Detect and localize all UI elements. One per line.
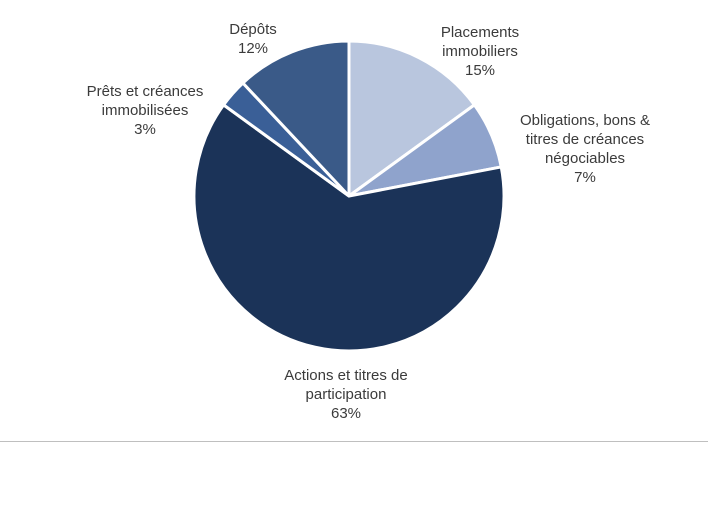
slice-value-label: 12% (238, 40, 268, 57)
slice-value-label: 63% (331, 405, 361, 422)
pie-slice (241, 39, 351, 198)
bottom-divider (0, 441, 708, 442)
slice-category-label: Dépôts (229, 21, 277, 38)
slice-value-label: 15% (465, 62, 495, 79)
slice-category-label: Actions et titres de (284, 367, 407, 384)
slice-category-label: immobiliers (442, 43, 518, 60)
pie-slice (192, 103, 506, 353)
slice-label: Actions et titres de participation 63% (284, 367, 407, 422)
pie-slice (347, 39, 476, 198)
slice-category-label: Placements (441, 24, 519, 41)
slice-category-label: titres de créances (526, 131, 644, 148)
slice-category-label: participation (306, 386, 387, 403)
slice-category-label: immobilisées (102, 102, 189, 119)
slice-label: Obligations, bons & titres de créances nég… (520, 112, 650, 186)
slice-category-label: négociables (545, 150, 625, 167)
slice-label: Placements immobiliers 15% (441, 24, 519, 79)
slice-label: Dépôts 12% (229, 21, 277, 57)
slice-category-label: Obligations, bons & (520, 112, 650, 129)
slice-category-label: Prêts et créances (87, 83, 204, 100)
slice-value-label: 7% (574, 169, 596, 186)
slice-value-label: 3% (134, 121, 156, 138)
slice-label: Prêts et créances immobilisées 3% (87, 83, 204, 138)
